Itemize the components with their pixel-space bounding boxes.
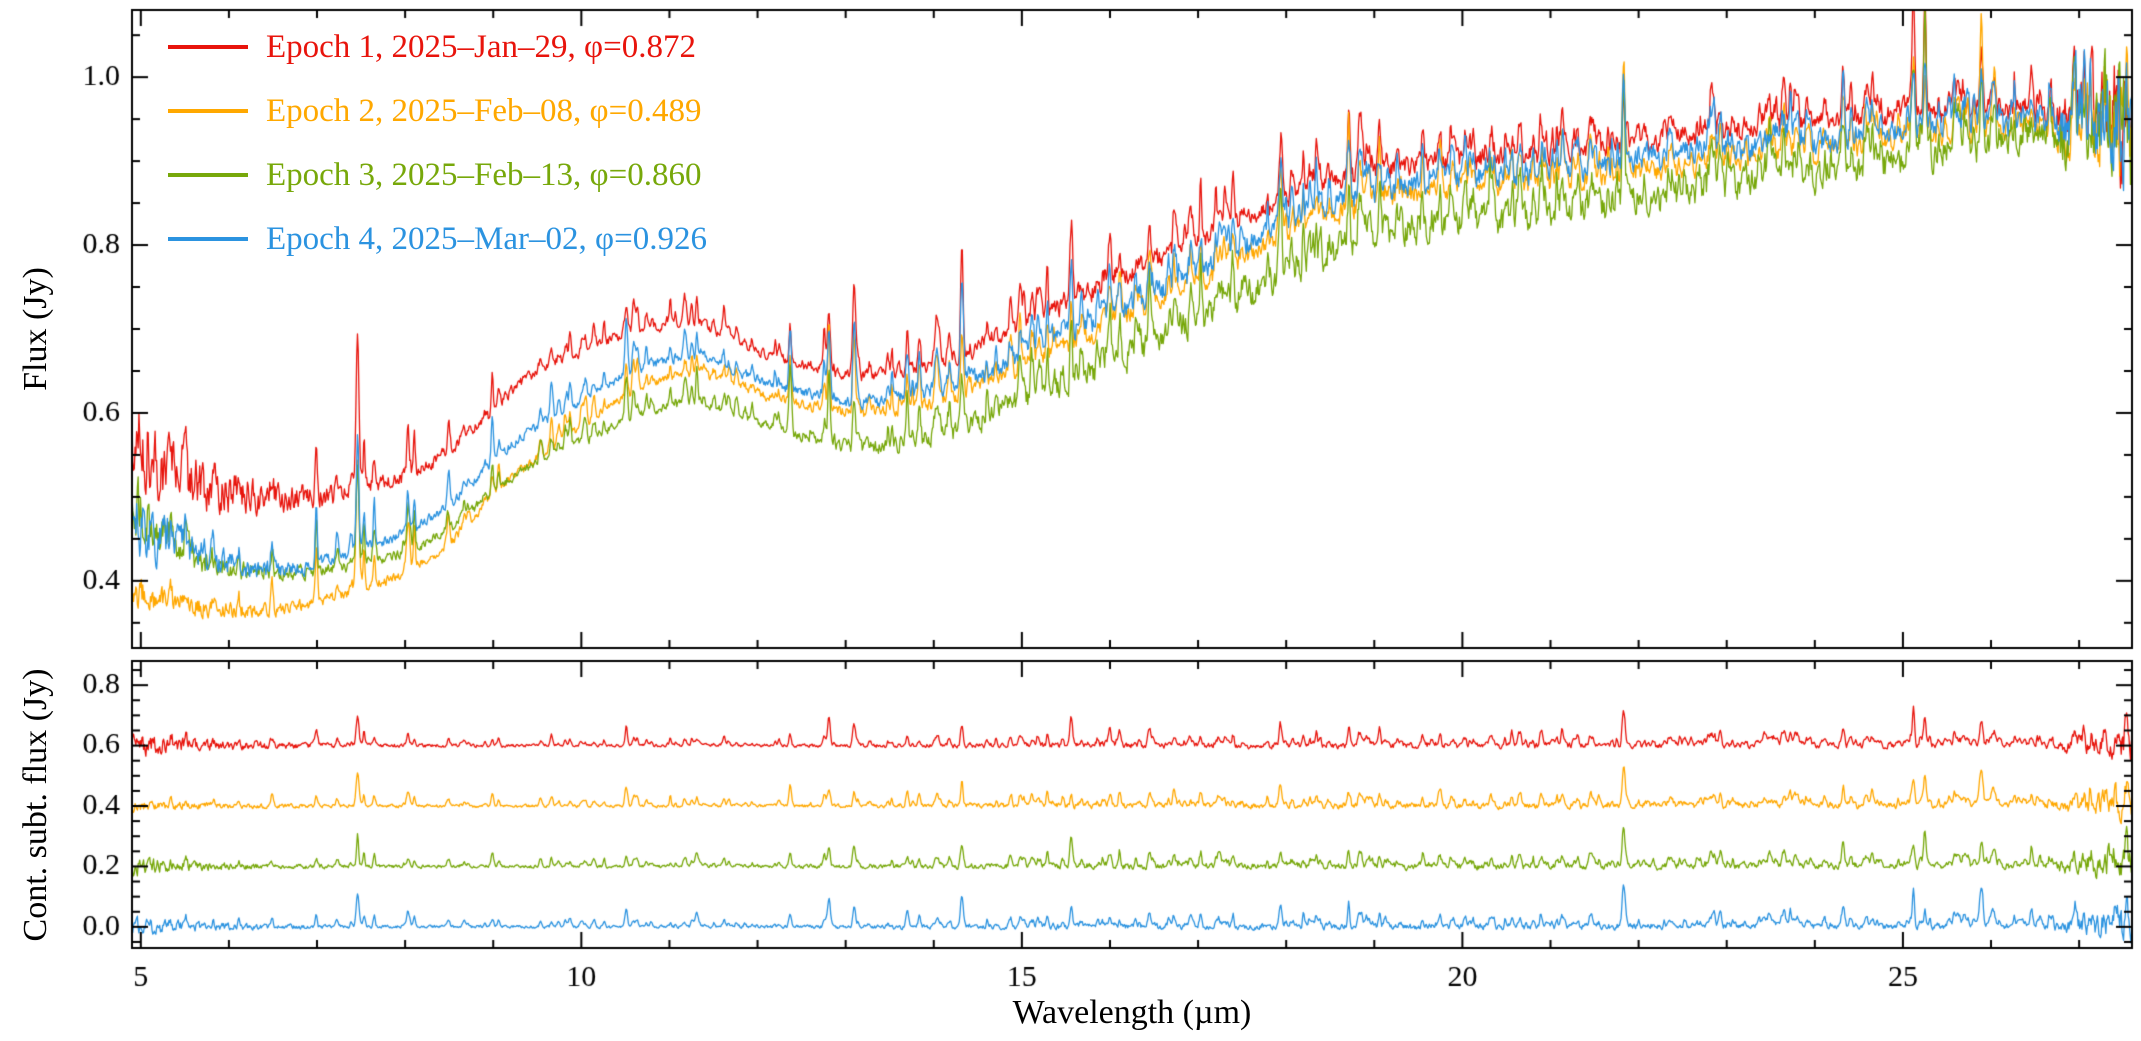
legend-line-swatch-epoch-2 bbox=[168, 109, 248, 113]
legend-line-swatch-epoch-4 bbox=[168, 237, 248, 241]
legend-entry-epoch-2: Epoch 2, 2025–Feb–08, φ=0.489 bbox=[168, 90, 707, 132]
legend: Epoch 1, 2025–Jan–29, φ=0.872 Epoch 2, 2… bbox=[168, 26, 707, 282]
legend-entry-label: Epoch 2, 2025–Feb–08, φ=0.489 bbox=[266, 92, 702, 129]
legend-entry-epoch-3: Epoch 3, 2025–Feb–13, φ=0.860 bbox=[168, 154, 707, 196]
legend-entry-epoch-4: Epoch 4, 2025–Mar–02, φ=0.926 bbox=[168, 218, 707, 260]
legend-entry-epoch-1: Epoch 1, 2025–Jan–29, φ=0.872 bbox=[168, 26, 707, 68]
top-y-axis-label: Flux (Jy) bbox=[17, 267, 54, 391]
legend-line-swatch-epoch-1 bbox=[168, 45, 248, 49]
legend-entry-label: Epoch 1, 2025–Jan–29, φ=0.872 bbox=[266, 28, 696, 65]
legend-entry-label: Epoch 3, 2025–Feb–13, φ=0.860 bbox=[266, 156, 702, 193]
bottom-y-axis-label: Cont. subt. flux (Jy) bbox=[17, 668, 54, 942]
legend-line-swatch-epoch-3 bbox=[168, 173, 248, 177]
x-axis-label: Wavelength (µm) bbox=[1012, 994, 1252, 1031]
legend-entry-label: Epoch 4, 2025–Mar–02, φ=0.926 bbox=[266, 220, 707, 257]
